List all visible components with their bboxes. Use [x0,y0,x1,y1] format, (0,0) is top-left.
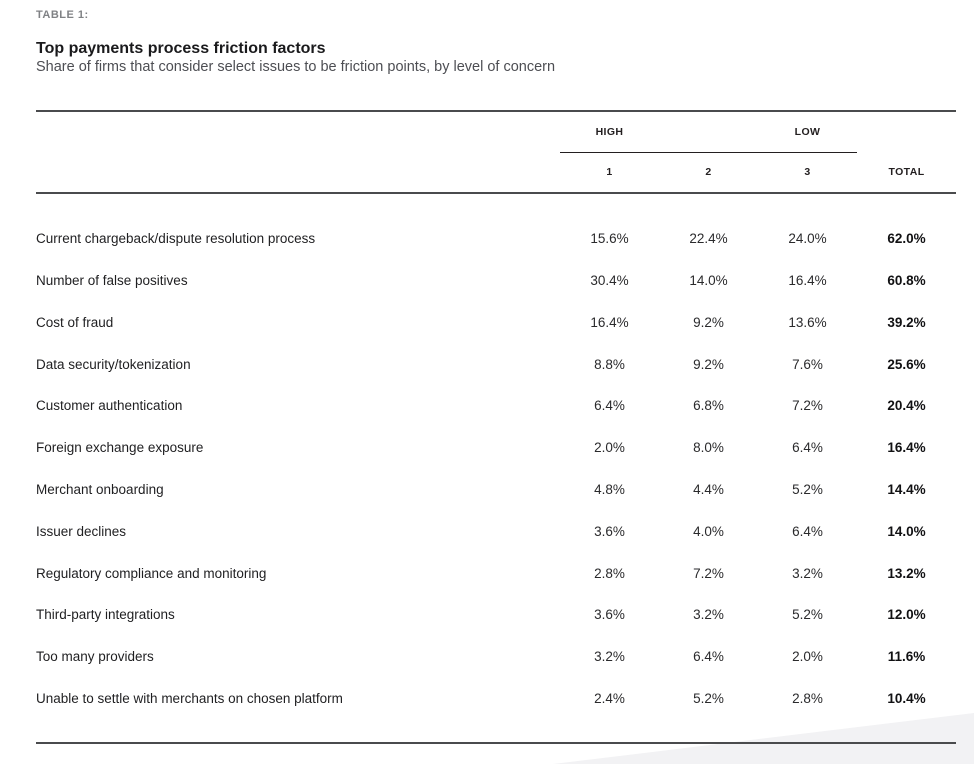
table-row: Regulatory compliance and monitoring 2.8… [36,552,956,594]
table-row: Foreign exchange exposure 2.0% 8.0% 6.4%… [36,427,956,469]
cell-rank3: 3.2% [792,565,823,581]
cell-rank1: 4.8% [594,481,625,497]
group-header-rule [560,152,857,153]
table-row: Data security/tokenization 8.8% 9.2% 7.6… [36,343,956,385]
cell-rank3: 13.6% [788,314,827,330]
cell-rank2: 3.2% [693,607,724,623]
cell-rank1: 15.6% [590,231,629,247]
cell-total: 25.6% [887,356,926,372]
cell-rank2: 22.4% [689,231,728,247]
cell-rank3: 2.0% [792,649,823,665]
cell-total: 62.0% [887,231,926,247]
column-header-total: TOTAL [888,166,925,179]
cell-rank1: 3.6% [594,523,625,539]
cell-total: 10.4% [887,690,926,706]
cell-rank2: 4.4% [693,481,724,497]
header-bottom-rule [36,192,956,194]
table-row: Third-party integrations 3.6% 3.2% 5.2% … [36,594,956,636]
row-label: Foreign exchange exposure [36,440,204,456]
cell-rank3: 7.6% [792,356,823,372]
cell-rank2: 5.2% [693,690,724,706]
column-header-1: 1 [606,166,613,179]
table-section: TABLE 1: Top payments process friction f… [36,9,956,744]
cell-total: 11.6% [887,649,926,665]
cell-rank3: 5.2% [792,607,823,623]
cell-rank3: 5.2% [792,481,823,497]
bottom-rule [36,741,956,744]
row-label: Too many providers [36,649,154,665]
cell-rank1: 6.4% [594,398,625,414]
table-row: Number of false positives 30.4% 14.0% 16… [36,260,956,302]
cell-rank1: 3.2% [594,649,625,665]
cell-rank2: 4.0% [693,523,724,539]
cell-rank1: 3.6% [594,607,625,623]
cell-rank2: 9.2% [693,314,724,330]
row-label: Third-party integrations [36,607,175,623]
table-row: Cost of fraud 16.4% 9.2% 13.6% 39.2% [36,302,956,344]
cell-rank1: 2.4% [594,690,625,706]
table-row: Current chargeback/dispute resolution pr… [36,218,956,260]
table-row: Unable to settle with merchants on chose… [36,678,956,720]
cell-rank1: 8.8% [594,356,625,372]
row-label: Unable to settle with merchants on chose… [36,690,343,706]
cell-rank2: 6.4% [693,649,724,665]
cell-rank3: 6.4% [792,523,823,539]
group-header-rule-row [36,152,956,153]
cell-rank2: 9.2% [693,356,724,372]
cell-total: 14.0% [887,523,926,539]
group-header-low: LOW [794,125,821,138]
column-header-row: 1 2 3 TOTAL [36,153,956,192]
cell-rank1: 2.8% [594,565,625,581]
row-label: Issuer declines [36,523,127,539]
column-header-3: 3 [804,166,811,179]
row-label: Data security/tokenization [36,356,191,372]
cell-rank2: 6.8% [693,398,724,414]
cell-total: 16.4% [887,440,926,456]
cell-rank3: 16.4% [788,272,827,288]
table-row: Issuer declines 3.6% 4.0% 6.4% 14.0% [36,511,956,553]
cell-total: 13.2% [887,565,926,581]
group-header-high: HIGH [595,125,624,138]
table-row: Merchant onboarding 4.8% 4.4% 5.2% 14.4% [36,469,956,511]
column-header-2: 2 [705,166,712,179]
row-label: Cost of fraud [36,314,114,330]
table-title: Top payments process friction factors [36,40,326,57]
row-label: Current chargeback/dispute resolution pr… [36,231,316,247]
table-body: Current chargeback/dispute resolution pr… [36,218,956,720]
group-header-row: HIGH LOW [36,112,956,152]
cell-rank3: 2.8% [792,690,823,706]
table-row: Too many providers 3.2% 6.4% 2.0% 11.6% [36,636,956,678]
row-label: Number of false positives [36,272,188,288]
cell-rank2: 7.2% [693,565,724,581]
cell-rank3: 6.4% [792,440,823,456]
cell-rank1: 16.4% [590,314,629,330]
cell-total: 14.4% [887,481,926,497]
row-label: Merchant onboarding [36,481,164,497]
cell-rank3: 24.0% [788,231,827,247]
cell-rank1: 30.4% [590,272,629,288]
cell-rank3: 7.2% [792,398,823,414]
cell-rank2: 14.0% [689,272,728,288]
table-subtitle: Share of firms that consider select issu… [36,59,556,75]
cell-rank1: 2.0% [594,440,625,456]
row-label: Customer authentication [36,398,183,414]
table-row: Customer authentication 6.4% 6.8% 7.2% 2… [36,385,956,427]
cell-rank2: 8.0% [693,440,724,456]
cell-total: 39.2% [887,314,926,330]
table-number-label: TABLE 1: [36,9,89,21]
cell-total: 20.4% [887,398,926,414]
row-label: Regulatory compliance and monitoring [36,565,267,581]
cell-total: 60.8% [887,272,926,288]
top-rule [36,110,956,112]
cell-total: 12.0% [887,607,926,623]
